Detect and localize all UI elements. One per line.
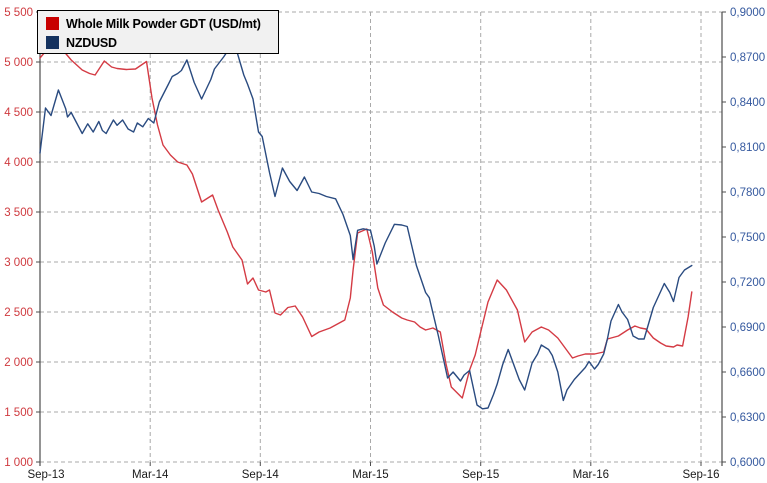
svg-text:Mar-15: Mar-15 xyxy=(352,469,388,481)
svg-text:0,8100: 0,8100 xyxy=(730,142,765,154)
svg-text:Sep-15: Sep-15 xyxy=(462,469,499,481)
svg-text:4 000: 4 000 xyxy=(4,157,33,169)
svg-text:0,6000: 0,6000 xyxy=(730,457,765,469)
svg-text:0,8700: 0,8700 xyxy=(730,52,765,64)
svg-text:3 000: 3 000 xyxy=(4,257,33,269)
svg-text:Sep-14: Sep-14 xyxy=(242,469,280,481)
svg-text:Mar-16: Mar-16 xyxy=(573,469,609,481)
legend-item-nzdusd: NZDUSD xyxy=(46,33,278,52)
svg-text:0,8400: 0,8400 xyxy=(730,97,765,109)
legend-label-wmp: Whole Milk Powder GDT (USD/mt) xyxy=(66,16,261,31)
svg-text:0,6900: 0,6900 xyxy=(730,322,765,334)
svg-text:2 000: 2 000 xyxy=(4,357,33,369)
legend-swatch-nzdusd-icon xyxy=(46,36,59,49)
svg-text:0,6600: 0,6600 xyxy=(730,367,765,379)
svg-text:2 500: 2 500 xyxy=(4,307,33,319)
svg-text:Mar-14: Mar-14 xyxy=(132,469,169,481)
legend-swatch-wmp-icon xyxy=(46,17,59,30)
svg-text:Sep-16: Sep-16 xyxy=(682,469,719,481)
chart-legend: Whole Milk Powder GDT (USD/mt) NZDUSD xyxy=(37,10,279,54)
svg-text:0,7500: 0,7500 xyxy=(730,232,765,244)
legend-item-wmp: Whole Milk Powder GDT (USD/mt) xyxy=(46,14,278,33)
svg-text:5 000: 5 000 xyxy=(4,57,33,69)
svg-text:3 500: 3 500 xyxy=(4,207,33,219)
svg-text:4 500: 4 500 xyxy=(4,107,33,119)
svg-text:0,7200: 0,7200 xyxy=(730,277,765,289)
svg-text:Sep-13: Sep-13 xyxy=(27,469,64,481)
svg-text:0,6300: 0,6300 xyxy=(730,412,765,424)
svg-text:1 000: 1 000 xyxy=(4,457,33,469)
svg-text:0,7800: 0,7800 xyxy=(730,187,765,199)
svg-text:1 500: 1 500 xyxy=(4,407,33,419)
svg-text:0,9000: 0,9000 xyxy=(730,7,765,19)
svg-text:5 500: 5 500 xyxy=(4,7,33,19)
legend-label-nzdusd: NZDUSD xyxy=(66,35,117,50)
